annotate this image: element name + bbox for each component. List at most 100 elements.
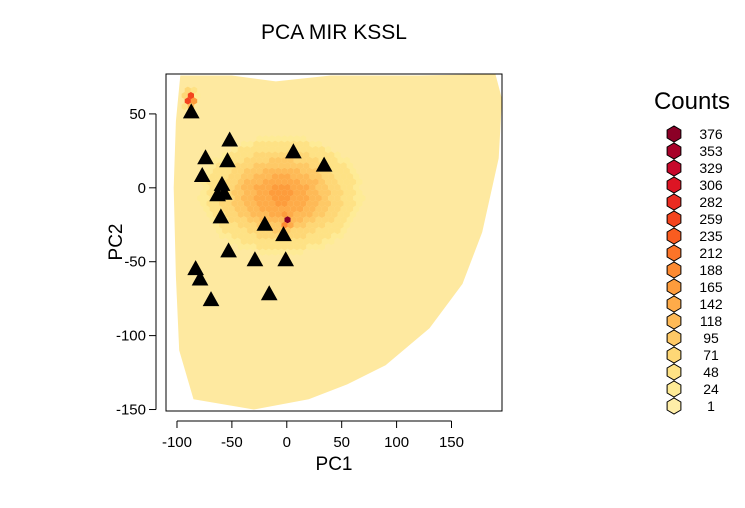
x-tick-label: 150	[439, 434, 464, 451]
density-hex	[315, 173, 322, 181]
density-hex	[303, 216, 310, 224]
density-hex	[340, 162, 347, 170]
density-hex	[200, 189, 207, 197]
density-hex	[259, 183, 266, 191]
density-hex	[290, 248, 297, 256]
density-hex	[337, 189, 344, 197]
density-hex	[356, 189, 363, 197]
density-hex	[253, 183, 260, 191]
density-hex	[337, 221, 344, 229]
density-hex	[250, 243, 257, 251]
density-hex	[281, 156, 288, 164]
density-hex	[231, 232, 238, 240]
density-hex	[262, 200, 269, 208]
density-hex	[278, 248, 285, 256]
density-hex	[240, 205, 248, 213]
density-hex	[243, 232, 251, 240]
sample-marker	[260, 285, 278, 301]
density-hex	[265, 237, 272, 245]
density-hex	[334, 194, 341, 202]
density-hex	[306, 232, 313, 240]
density-hex	[253, 194, 260, 202]
density-hex	[212, 178, 219, 186]
density-hex	[337, 210, 344, 218]
density-hex	[225, 210, 232, 218]
density-hex	[325, 200, 332, 208]
x-axis: -100 -50 0 50 100 150	[162, 420, 464, 451]
density-hex	[321, 216, 329, 224]
sample-marker	[191, 270, 209, 286]
density-hex	[290, 205, 297, 213]
density-hex	[262, 210, 269, 218]
density-hex	[312, 232, 319, 240]
density-hex	[237, 200, 244, 208]
density-hex	[296, 173, 304, 181]
legend-swatch	[666, 329, 682, 347]
legend-swatch	[666, 397, 682, 415]
density-hex	[337, 167, 344, 175]
x-tick-label: -50	[221, 434, 243, 451]
density-hex	[340, 173, 347, 181]
sample-marker	[202, 291, 220, 307]
density-hex	[243, 210, 251, 218]
density-hex	[325, 189, 332, 197]
density-hex	[219, 200, 226, 208]
density-hex	[247, 162, 254, 170]
density-hex	[293, 167, 301, 175]
density-hex	[293, 200, 301, 208]
sample-marker	[193, 166, 211, 182]
density-hex	[275, 210, 282, 218]
density-hex	[334, 173, 341, 181]
density-hex	[328, 237, 335, 245]
plot-frame	[165, 73, 503, 412]
density-hex	[231, 221, 238, 229]
density-hex	[281, 146, 288, 154]
density-hex	[247, 205, 254, 213]
density-hex	[231, 200, 238, 208]
density-hex	[265, 162, 272, 170]
density-hex	[231, 146, 238, 154]
density-hex	[349, 178, 357, 186]
density-hex	[321, 237, 329, 245]
density-hex	[337, 200, 344, 208]
density-hex	[290, 237, 297, 245]
sample-marker	[221, 131, 239, 147]
density-hex	[206, 210, 213, 218]
density-hex	[268, 156, 276, 164]
density-hex	[272, 183, 279, 191]
x-tick-label: 50	[333, 434, 350, 451]
legend-label: 118	[700, 313, 723, 329]
legend-swatch	[666, 278, 682, 296]
density-hex	[234, 151, 241, 159]
density-hex	[343, 189, 350, 197]
density-hex	[331, 167, 338, 175]
density-hex	[250, 189, 257, 197]
density-hex	[281, 135, 288, 143]
density-hex	[306, 210, 313, 218]
legend-label: 376	[699, 126, 723, 142]
legend-swatch	[666, 244, 682, 262]
density-hex	[293, 178, 301, 186]
sample-marker	[256, 215, 274, 231]
density-hex	[287, 200, 294, 208]
legend-label: 212	[699, 245, 723, 261]
density-hex	[328, 227, 335, 235]
density-hex	[318, 146, 325, 154]
density-hex	[356, 200, 363, 208]
density-hex	[321, 151, 329, 159]
density-hex	[262, 146, 269, 154]
density-hex	[312, 200, 319, 208]
density-hex	[203, 205, 210, 213]
density-hex	[243, 189, 251, 197]
density-hex	[318, 232, 325, 240]
density-hex	[300, 167, 307, 175]
legend-label: 165	[699, 279, 723, 295]
density-hex	[262, 243, 269, 251]
legend-label: 48	[703, 364, 719, 380]
density-hex	[306, 167, 313, 175]
density-hex	[334, 205, 341, 213]
density-hex	[296, 237, 304, 245]
sample-marker	[215, 184, 233, 200]
density-hex	[312, 156, 319, 164]
density-hex	[309, 183, 316, 191]
